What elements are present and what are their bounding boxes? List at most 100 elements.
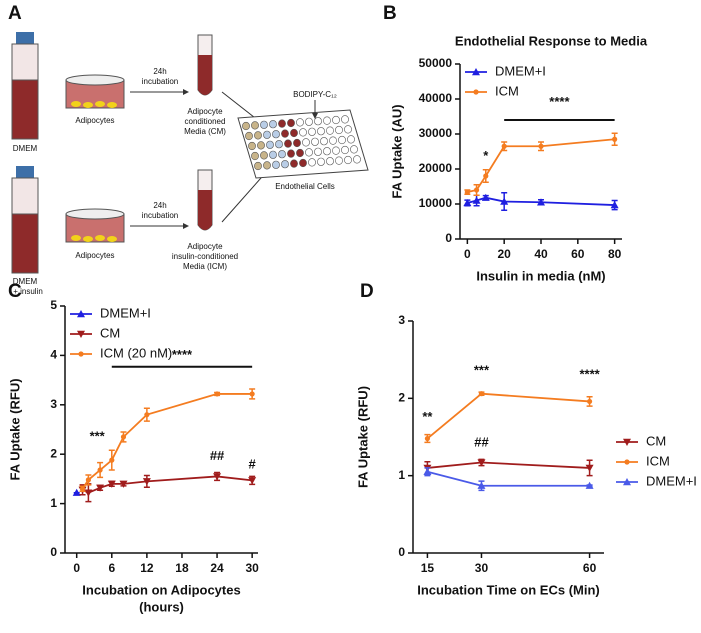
series-line	[81, 393, 253, 490]
y-tick-label: 30000	[419, 126, 453, 140]
tube	[197, 169, 213, 231]
panel-label: B	[383, 3, 397, 24]
well	[266, 140, 274, 149]
well	[302, 138, 310, 147]
well	[290, 128, 298, 138]
media-label: Media (ICM)	[183, 262, 227, 271]
well	[299, 128, 307, 137]
well	[242, 121, 250, 131]
well	[278, 150, 286, 159]
well	[284, 139, 292, 148]
well	[281, 129, 289, 138]
data-point	[119, 480, 128, 488]
data-point	[585, 464, 594, 472]
well	[287, 118, 295, 128]
tube	[197, 34, 213, 96]
legend-label: CM	[100, 325, 120, 340]
y-tick-label: 20000	[419, 161, 453, 175]
reagent-label: BODIPY-C₁₂	[293, 90, 337, 99]
panel-label: D	[360, 281, 374, 302]
y-tick-label: 1	[398, 468, 405, 482]
annotation: #	[249, 457, 257, 472]
data-point	[464, 189, 470, 195]
data-point	[109, 457, 115, 463]
flask	[11, 32, 39, 140]
series-line	[82, 475, 253, 494]
x-tick-label: 60	[571, 247, 585, 261]
data-point	[96, 484, 105, 492]
data-point	[84, 489, 93, 497]
y-axis-label: FA Uptake (RFU)	[355, 386, 370, 488]
y-tick-label: 1	[50, 496, 57, 510]
data-point	[214, 391, 220, 397]
x-tick-label: 0	[73, 561, 80, 575]
diagram: A DMEM Adipocytes 24h incubation Adipocy…	[8, 3, 369, 296]
x-tick-label: 30	[245, 561, 259, 575]
well	[332, 115, 340, 125]
media-label: Media (CM)	[184, 127, 226, 136]
x-axis-label: Incubation Time on ECs (Min)	[417, 582, 599, 597]
well	[335, 125, 343, 135]
data-point	[481, 193, 490, 201]
data-point	[248, 477, 257, 485]
well	[275, 140, 283, 149]
y-axis-label: FA Uptake (AU)	[389, 104, 404, 198]
y-tick-label: 0	[445, 231, 452, 245]
annotation: ##	[474, 435, 489, 450]
well	[314, 147, 322, 156]
well	[332, 146, 340, 155]
well	[296, 118, 304, 127]
well	[281, 160, 289, 169]
media-label: conditioned	[185, 117, 226, 126]
medium-label: DMEM	[13, 144, 38, 153]
cells-label: Adipocytes	[75, 251, 114, 260]
well	[272, 160, 280, 169]
well	[263, 130, 271, 139]
legend-label: DMEM+I	[495, 63, 546, 78]
x-tick-label: 0	[464, 247, 471, 261]
incubation-label: 24h	[153, 201, 166, 210]
well	[323, 147, 331, 156]
y-tick-label: 2	[50, 446, 57, 460]
well	[293, 138, 301, 148]
annotation: ****	[579, 367, 600, 382]
y-tick-label: 3	[398, 313, 405, 327]
annotation: *	[483, 148, 489, 163]
legend-marker	[473, 89, 479, 95]
well	[317, 127, 325, 136]
data-point	[107, 480, 116, 488]
legend-label: ICM	[495, 83, 519, 98]
annotation: ****	[172, 347, 193, 362]
legend-marker	[472, 68, 480, 76]
panel-label: A	[8, 3, 22, 24]
well	[251, 121, 259, 130]
data-point	[424, 435, 431, 442]
media-label: Adipocyte	[187, 242, 223, 251]
well	[344, 125, 352, 134]
legend-label: CM	[646, 433, 666, 448]
well	[296, 148, 304, 158]
x-tick-label: 6	[108, 561, 115, 575]
media-label: Adipocyte	[187, 107, 223, 116]
data-point	[472, 196, 481, 204]
well	[257, 141, 265, 150]
well	[308, 158, 316, 167]
incubation-label: 24h	[153, 67, 166, 76]
wells	[242, 115, 361, 171]
x-tick-label: 12	[140, 561, 154, 575]
data-point	[538, 143, 544, 149]
well	[254, 131, 262, 140]
x-axis-label: Insulin in media (nM)	[476, 268, 605, 283]
legend-marker	[624, 459, 630, 465]
legend-marker	[78, 351, 84, 357]
y-tick-label: 2	[398, 391, 405, 405]
x-tick-label: 40	[534, 247, 548, 261]
flask	[11, 166, 39, 274]
well	[317, 157, 325, 166]
x-tick-label: 80	[608, 247, 622, 261]
y-tick-label: 0	[50, 545, 57, 559]
dish	[65, 208, 125, 243]
well	[245, 131, 253, 141]
well	[308, 127, 316, 136]
y-axis-label: FA Uptake (RFU)	[7, 378, 22, 480]
